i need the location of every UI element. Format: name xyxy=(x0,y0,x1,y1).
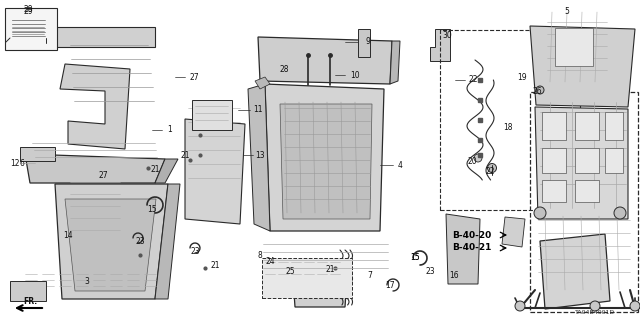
Text: 4: 4 xyxy=(397,160,403,169)
Circle shape xyxy=(534,207,546,219)
Bar xyxy=(575,112,599,140)
Text: 8: 8 xyxy=(258,250,262,259)
Text: 9: 9 xyxy=(365,38,371,47)
Circle shape xyxy=(515,301,525,311)
Text: TA04B4001D: TA04B4001D xyxy=(575,309,615,315)
Circle shape xyxy=(630,301,640,311)
Polygon shape xyxy=(430,29,450,61)
Bar xyxy=(5,8,57,50)
Bar xyxy=(575,180,599,202)
Polygon shape xyxy=(10,281,46,301)
Polygon shape xyxy=(535,107,628,219)
Text: 12: 12 xyxy=(10,159,20,167)
Polygon shape xyxy=(390,41,400,84)
Bar xyxy=(575,148,599,173)
Bar xyxy=(605,148,623,173)
Text: B-40-20: B-40-20 xyxy=(452,231,492,240)
Bar xyxy=(542,180,566,202)
Text: 15: 15 xyxy=(410,254,420,263)
Bar xyxy=(555,28,593,66)
Polygon shape xyxy=(280,104,372,219)
Text: 27: 27 xyxy=(189,72,199,81)
Polygon shape xyxy=(292,264,348,307)
Bar xyxy=(542,148,566,173)
Text: 21: 21 xyxy=(211,261,220,270)
Polygon shape xyxy=(25,154,165,183)
Polygon shape xyxy=(65,199,156,291)
Text: 28: 28 xyxy=(279,65,289,75)
Circle shape xyxy=(488,164,497,173)
Text: 24: 24 xyxy=(265,257,275,266)
Text: 30: 30 xyxy=(442,31,452,40)
Text: 10: 10 xyxy=(350,70,360,79)
Polygon shape xyxy=(55,184,168,299)
Text: 15: 15 xyxy=(410,254,420,263)
Text: 1: 1 xyxy=(168,125,172,135)
Polygon shape xyxy=(530,26,635,107)
Polygon shape xyxy=(358,29,370,57)
Text: 19: 19 xyxy=(517,73,527,83)
Text: 13: 13 xyxy=(255,151,265,160)
Text: 21: 21 xyxy=(150,166,160,174)
Text: 27: 27 xyxy=(98,170,108,180)
Bar xyxy=(262,258,352,298)
Polygon shape xyxy=(502,217,525,247)
Text: 23: 23 xyxy=(425,268,435,277)
Polygon shape xyxy=(185,119,245,224)
Text: 20: 20 xyxy=(467,158,477,167)
Polygon shape xyxy=(248,84,270,231)
Circle shape xyxy=(536,86,544,94)
Text: 23: 23 xyxy=(190,248,200,256)
Text: 26: 26 xyxy=(532,87,542,97)
Text: 22: 22 xyxy=(468,76,477,85)
Polygon shape xyxy=(446,214,480,284)
Text: 3: 3 xyxy=(84,278,90,286)
Text: 22: 22 xyxy=(485,167,495,176)
Bar xyxy=(192,100,232,130)
Bar xyxy=(530,92,638,312)
Text: 5: 5 xyxy=(564,8,570,17)
Text: 23: 23 xyxy=(135,238,145,247)
Text: 25: 25 xyxy=(285,268,295,277)
Text: FR.: FR. xyxy=(23,298,37,307)
Circle shape xyxy=(590,301,600,311)
Text: B-40-21: B-40-21 xyxy=(452,243,492,253)
Polygon shape xyxy=(265,84,384,231)
Polygon shape xyxy=(20,147,55,161)
Polygon shape xyxy=(258,37,392,84)
Bar xyxy=(605,112,623,140)
Text: 7: 7 xyxy=(367,271,372,279)
Circle shape xyxy=(474,154,482,162)
Text: 18: 18 xyxy=(503,123,513,132)
Bar xyxy=(440,30,580,210)
Bar xyxy=(542,112,566,140)
Circle shape xyxy=(614,207,626,219)
Polygon shape xyxy=(20,27,155,47)
Text: 14: 14 xyxy=(63,231,73,240)
Text: 21: 21 xyxy=(180,151,189,160)
Polygon shape xyxy=(255,77,270,89)
Text: 15: 15 xyxy=(147,205,157,214)
Polygon shape xyxy=(60,64,130,149)
Polygon shape xyxy=(155,184,180,299)
Text: 21: 21 xyxy=(325,265,335,275)
Text: 17: 17 xyxy=(385,280,395,290)
Text: 16: 16 xyxy=(449,271,459,279)
Polygon shape xyxy=(155,159,178,183)
Text: 29: 29 xyxy=(23,5,33,14)
Polygon shape xyxy=(540,234,610,309)
Text: 6: 6 xyxy=(20,159,24,167)
Text: 11: 11 xyxy=(253,106,263,115)
Text: 29: 29 xyxy=(23,8,33,17)
